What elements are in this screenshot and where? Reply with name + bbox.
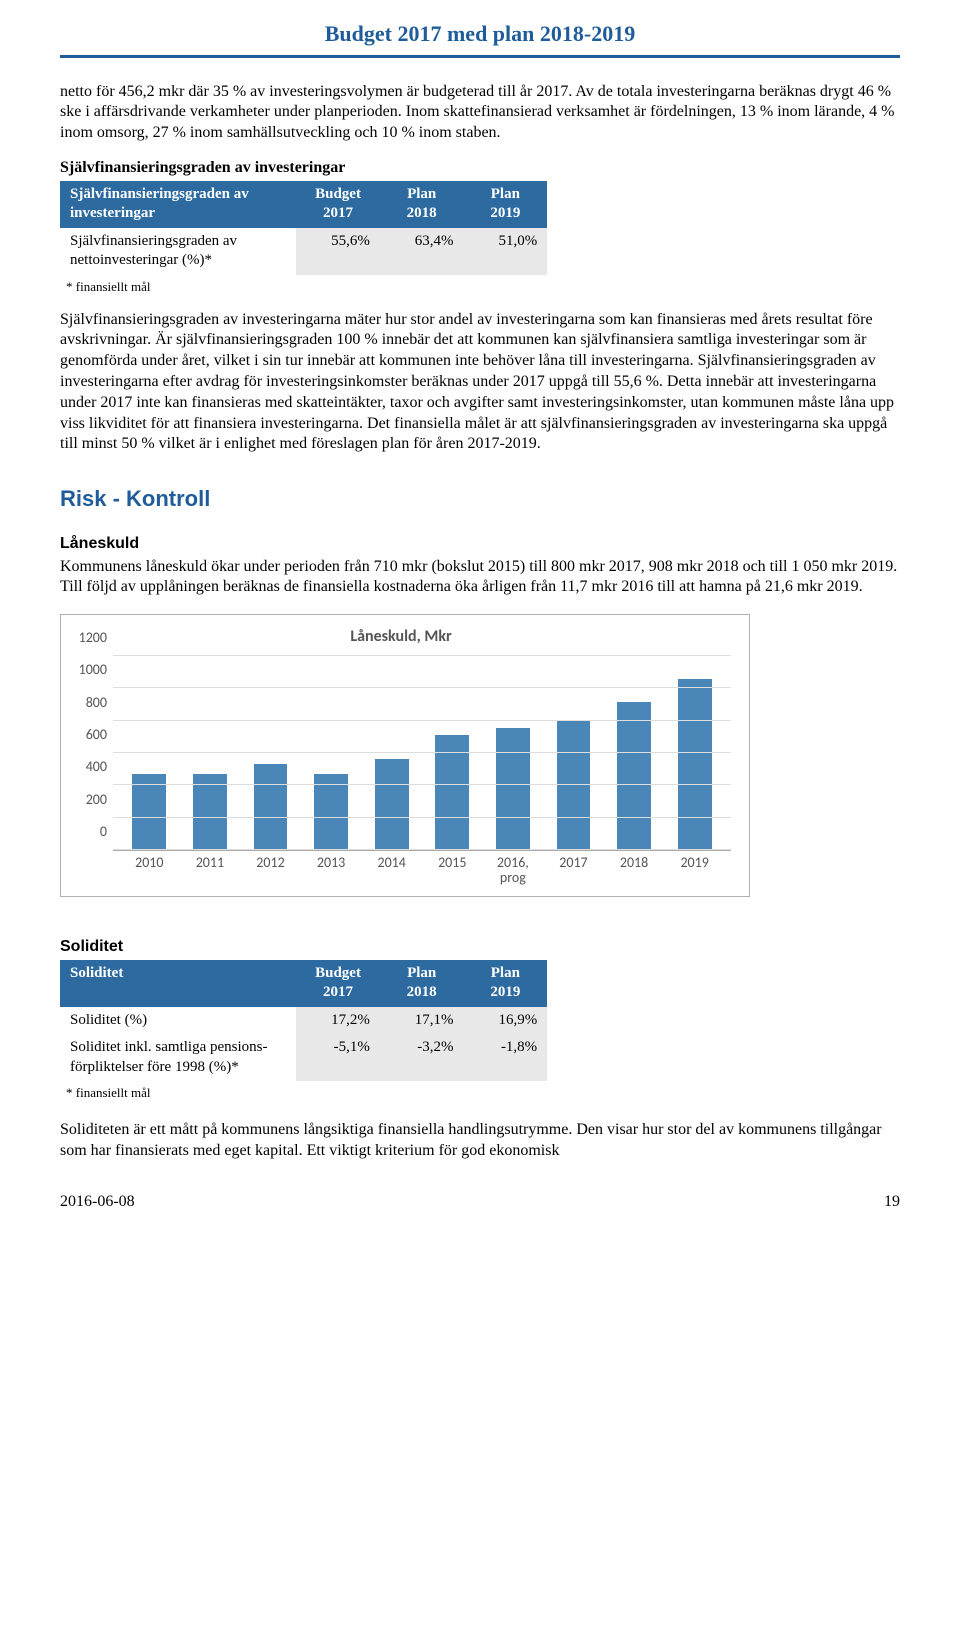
body-paragraph: netto för 456,2 mkr där 35 % av invester… [60, 82, 900, 144]
cell: 63,4% [380, 228, 464, 275]
y-axis-label: 800 [71, 693, 107, 711]
y-axis-label: 200 [71, 790, 107, 808]
footnote: * finansiellt mål [66, 1085, 900, 1102]
footer-date: 2016-06-08 [60, 1192, 135, 1213]
cell: 17,2% [296, 1007, 380, 1035]
chart-plot: 020040060080010001200 [113, 656, 731, 851]
bar-wrap [486, 728, 541, 850]
bar [375, 759, 409, 850]
page-title: Budget 2017 med plan 2018-2019 [60, 20, 900, 49]
grid-line [113, 752, 731, 753]
header-rule [60, 55, 900, 58]
row-label: Soliditet inkl. samtliga pensions-förpli… [60, 1034, 296, 1081]
cell: -3,2% [380, 1034, 464, 1081]
x-axis-label: 2011 [183, 855, 238, 886]
x-axis-label: 2012 [243, 855, 298, 886]
th-label: Självfinansieringsgraden av investeringa… [60, 181, 296, 228]
y-axis-label: 1200 [71, 629, 107, 647]
y-axis-label: 1000 [71, 661, 107, 679]
bar-wrap [607, 702, 662, 850]
x-axis-label: 2015 [425, 855, 480, 886]
bar-wrap [667, 679, 722, 850]
x-axis-label: 2013 [304, 855, 359, 886]
y-axis-label: 0 [71, 823, 107, 841]
soliditet-table: Soliditet Budget 2017 Plan 2018 Plan 201… [60, 960, 547, 1082]
grid-line [113, 784, 731, 785]
x-axis-label: 2019 [667, 855, 722, 886]
cell: 17,1% [380, 1007, 464, 1035]
grid-line [113, 849, 731, 850]
self-financing-table: Självfinansieringsgraden av investeringa… [60, 181, 547, 275]
bar [617, 702, 651, 850]
y-axis-label: 600 [71, 726, 107, 744]
bar [678, 679, 712, 850]
bar-wrap [243, 764, 298, 850]
grid-line [113, 687, 731, 688]
th-plan19: Plan 2019 [464, 181, 548, 228]
cell: 55,6% [296, 228, 380, 275]
footer-page: 19 [884, 1192, 900, 1213]
risk-heading: Risk - Kontroll [60, 485, 900, 514]
x-axis-label: 2017 [546, 855, 601, 886]
th-plan18: Plan 2018 [380, 960, 464, 1007]
body-paragraph: Soliditeten är ett mått på kommunens lån… [60, 1120, 900, 1162]
page-footer: 2016-06-08 19 [60, 1192, 900, 1213]
chart-title: Låneskuld, Mkr [71, 627, 731, 648]
cell: 16,9% [464, 1007, 548, 1035]
sub-heading-soliditet: Soliditet [60, 937, 900, 958]
th-budget: Budget 2017 [296, 181, 380, 228]
row-label: Soliditet (%) [60, 1007, 296, 1035]
th-plan18: Plan 2018 [380, 181, 464, 228]
body-paragraph: Självfinansieringsgraden av investeringa… [60, 310, 900, 456]
cell: 51,0% [464, 228, 548, 275]
cell: -5,1% [296, 1034, 380, 1081]
th-label: Soliditet [60, 960, 296, 1007]
laneskuld-chart: Låneskuld, Mkr 020040060080010001200 201… [60, 614, 750, 897]
th-plan19: Plan 2019 [464, 960, 548, 1007]
section-heading-sjalvfinans: Självfinansieringsgraden av investeringa… [60, 158, 900, 179]
footnote: * finansiellt mål [66, 279, 900, 296]
grid-line [113, 655, 731, 656]
grid-line [113, 817, 731, 818]
x-axis-label: 2010 [122, 855, 177, 886]
cell: -1,8% [464, 1034, 548, 1081]
body-paragraph: Kommunens låneskuld ökar under perioden … [60, 557, 900, 599]
sub-heading-laneskuld: Låneskuld [60, 534, 900, 555]
x-axis-label: 2016, prog [486, 855, 541, 886]
y-axis-label: 400 [71, 758, 107, 776]
bar-wrap [364, 759, 419, 850]
x-axis-label: 2014 [364, 855, 419, 886]
x-axis-label: 2018 [607, 855, 662, 886]
bar [496, 728, 530, 850]
bar [254, 764, 288, 850]
th-budget: Budget 2017 [296, 960, 380, 1007]
grid-line [113, 720, 731, 721]
row-label: Självfinansieringsgraden av nettoinveste… [60, 228, 296, 275]
